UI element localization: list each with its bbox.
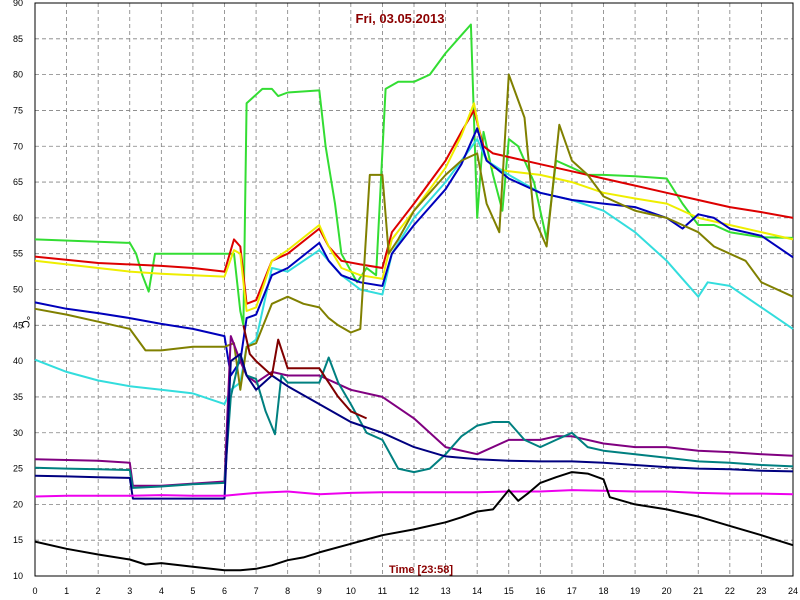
x-tick-label: 16 [535, 586, 545, 596]
y-tick-label: 85 [13, 34, 23, 44]
x-tick-label: 8 [285, 586, 290, 596]
x-tick-label: 23 [756, 586, 766, 596]
x-tick-label: 20 [662, 586, 672, 596]
x-tick-label: 14 [472, 586, 482, 596]
x-tick-label: 12 [409, 586, 419, 596]
x-tick-label: 9 [317, 586, 322, 596]
series-line-1 [34, 23, 794, 327]
x-tick-label: 5 [190, 586, 195, 596]
y-tick-label: 55 [13, 249, 23, 259]
series-line-8 [34, 353, 794, 489]
y-tick-labels: 10 15 20 25 30 35 40 45 50 55 60 65 70 75 80 85 90 [13, 0, 23, 581]
x-tick-label: 11 [378, 586, 387, 596]
x-tick-label: 0 [32, 586, 37, 596]
x-tick-label: 1 [64, 586, 69, 596]
y-tick-label: 10 [13, 571, 23, 581]
y-tick-label: 30 [13, 428, 23, 438]
x-tick-labels: 0 1 2 3 4 5 6 7 8 9 10 11 12 13 14 15 16 17 18 19 20 21 22 23 24 [32, 586, 798, 596]
y-tick-label: 20 [13, 499, 23, 509]
series-line-3 [34, 102, 794, 312]
series-line-12 [242, 325, 368, 420]
x-tick-label: 10 [346, 586, 356, 596]
x-axis-label: Time [23:58] [389, 564, 453, 576]
series-lines [34, 23, 794, 572]
x-tick-label: 2 [96, 586, 101, 596]
y-axis-label: °C [19, 316, 31, 328]
series-line-2 [34, 109, 794, 305]
y-tick-label: 70 [13, 141, 23, 151]
x-tick-label: 19 [630, 586, 640, 596]
x-tick-label: 6 [222, 586, 227, 596]
x-tick-label: 17 [567, 586, 577, 596]
x-tick-label: 3 [127, 586, 132, 596]
y-tick-label: 50 [13, 285, 23, 295]
y-tick-label: 35 [13, 392, 23, 402]
y-tick-label: 90 [13, 0, 23, 8]
series-line-10 [34, 489, 794, 498]
x-tick-label: 24 [788, 586, 798, 596]
series-line-9 [34, 353, 794, 500]
y-tick-label: 45 [13, 320, 23, 330]
x-tick-label: 21 [693, 586, 703, 596]
x-tick-label: 4 [159, 586, 164, 596]
y-tick-label: 40 [13, 356, 23, 366]
series-line-6 [34, 73, 794, 391]
x-tick-label: 15 [504, 586, 514, 596]
x-tick-label: 18 [598, 586, 608, 596]
y-tick-label: 25 [13, 464, 23, 474]
x-tick-label: 13 [441, 586, 451, 596]
x-tick-label: 7 [254, 586, 259, 596]
y-tick-label: 80 [13, 70, 23, 80]
x-tick-label: 22 [725, 586, 735, 596]
y-tick-label: 15 [13, 535, 23, 545]
series-line-11 [34, 471, 794, 572]
y-tick-label: 60 [13, 213, 23, 223]
chart-title: Fri, 03.05.2013 [356, 11, 445, 26]
y-tick-label: 75 [13, 105, 23, 115]
y-tick-label: 65 [13, 177, 23, 187]
plot-frame [34, 2, 794, 577]
